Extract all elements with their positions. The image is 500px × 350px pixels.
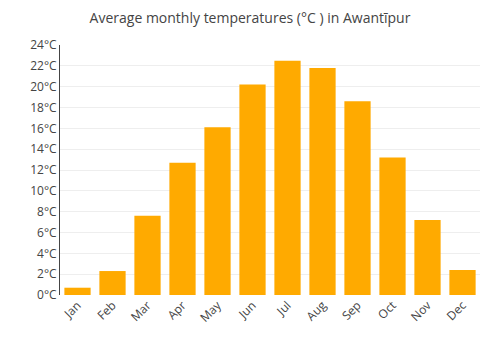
svg-text:0°C: 0°C [37,286,57,303]
svg-text:18°C: 18°C [30,99,57,116]
svg-text:2°C: 2°C [37,265,57,282]
svg-text:Dec: Dec [443,297,470,324]
svg-text:Sep: Sep [338,297,365,324]
svg-text:Aug: Aug [302,297,330,325]
svg-text:12°C: 12°C [30,161,57,178]
svg-text:14°C: 14°C [30,140,57,157]
svg-text:Jun: Jun [234,297,259,322]
svg-text:Oct: Oct [374,297,400,323]
svg-text:22°C: 22°C [30,57,57,74]
svg-text:4°C: 4°C [37,245,57,262]
svg-text:Apr: Apr [164,297,190,323]
svg-text:Jul: Jul [272,297,294,319]
svg-text:24°C: 24°C [30,36,57,53]
svg-text:Jan: Jan [60,297,85,322]
svg-text:Average monthly temperatures (: Average monthly temperatures (°C ) in Aw… [90,8,411,27]
svg-text:6°C: 6°C [37,224,57,241]
svg-text:Feb: Feb [93,297,119,323]
svg-text:Mar: Mar [127,297,155,325]
svg-text:8°C: 8°C [37,203,57,220]
svg-text:Nov: Nov [407,297,435,325]
svg-text:20°C: 20°C [30,78,57,95]
svg-text:16°C: 16°C [30,120,57,137]
svg-text:May: May [196,296,225,325]
svg-text:10°C: 10°C [30,182,57,199]
